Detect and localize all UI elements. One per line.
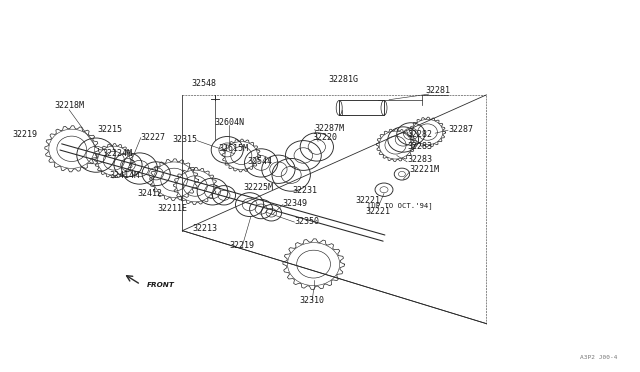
Text: 32412: 32412	[137, 189, 163, 198]
Text: 32287M: 32287M	[315, 124, 345, 133]
Text: 32281: 32281	[426, 86, 451, 95]
Text: 32224M: 32224M	[102, 149, 132, 158]
Text: 32225M: 32225M	[243, 183, 273, 192]
Text: 32215: 32215	[97, 125, 123, 134]
Text: 32350: 32350	[294, 217, 319, 226]
Text: 32220: 32220	[312, 133, 337, 142]
Text: [UP TO OCT.'94]: [UP TO OCT.'94]	[367, 202, 433, 209]
Text: 32281G: 32281G	[329, 76, 358, 84]
Text: 32218M: 32218M	[54, 101, 84, 110]
Text: 32221M: 32221M	[410, 165, 440, 174]
Text: 32283: 32283	[407, 142, 432, 151]
Text: 32315: 32315	[172, 135, 197, 144]
Bar	[339, 100, 384, 115]
Text: 32283: 32283	[407, 155, 432, 164]
Text: 32604N: 32604N	[214, 118, 244, 126]
Text: 32414M: 32414M	[110, 171, 140, 180]
Text: 32219: 32219	[229, 241, 255, 250]
Text: 32221: 32221	[365, 207, 390, 216]
Text: 32219: 32219	[12, 130, 37, 139]
Text: 32231: 32231	[292, 186, 317, 195]
Text: 32227: 32227	[141, 133, 166, 142]
Text: 32349: 32349	[283, 199, 308, 208]
Text: 32544: 32544	[247, 157, 273, 166]
Text: 32282: 32282	[407, 130, 432, 139]
Text: 32310: 32310	[300, 296, 325, 305]
Text: 32221: 32221	[355, 196, 380, 205]
Text: 32287: 32287	[448, 125, 473, 134]
Text: A3P2 J00-4: A3P2 J00-4	[580, 355, 618, 360]
Text: 32548: 32548	[191, 79, 216, 88]
Text: 32213: 32213	[192, 224, 218, 233]
Text: 32615M: 32615M	[219, 144, 248, 153]
Text: 32211E: 32211E	[158, 204, 188, 213]
Text: FRONT: FRONT	[147, 282, 175, 288]
